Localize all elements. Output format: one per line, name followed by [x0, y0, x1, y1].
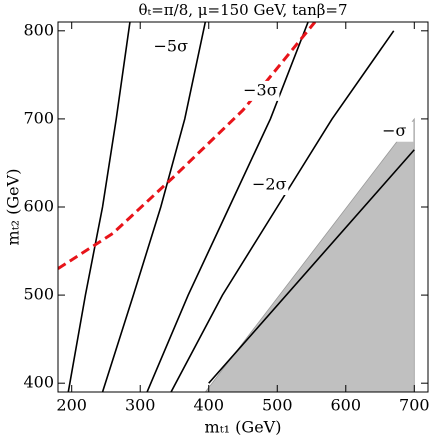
- x-tick-label: 300: [125, 396, 156, 415]
- contour-label: −3σ: [243, 80, 278, 99]
- label-background: [250, 175, 289, 195]
- x-axis-label: mₜ₁ (GeV): [205, 418, 282, 437]
- x-tick-label: 600: [331, 396, 362, 415]
- label-background: [151, 36, 190, 57]
- label-background: [375, 121, 414, 142]
- y-tick-label: 400: [23, 373, 54, 392]
- y-tick-label: 800: [23, 20, 54, 39]
- y-tick-label: 500: [23, 285, 54, 304]
- x-tick-label: 200: [56, 396, 87, 415]
- contour-line: [170, 30, 395, 392]
- x-tick-label: 500: [262, 396, 293, 415]
- contour-line: [101, 22, 207, 392]
- y-tick-label: 600: [23, 197, 54, 216]
- y-axis-label: mₜ₂ (GeV): [4, 169, 23, 246]
- contour-line: [146, 22, 309, 392]
- x-tick-label: 700: [399, 396, 430, 415]
- contour-line: [58, 22, 317, 270]
- contour-line: [67, 22, 131, 392]
- y-tick-label: 700: [23, 108, 54, 127]
- x-tick-label: 400: [193, 396, 224, 415]
- contour-label: −σ: [382, 121, 406, 140]
- label-background: [241, 80, 280, 101]
- excluded-region: [204, 117, 415, 392]
- chart-title: θₜ=π/8, μ=150 GeV, tanβ=7: [138, 1, 347, 19]
- contour-label: −2σ: [252, 175, 287, 194]
- contour-line: [208, 149, 415, 384]
- contour-label: −5σ: [154, 36, 189, 55]
